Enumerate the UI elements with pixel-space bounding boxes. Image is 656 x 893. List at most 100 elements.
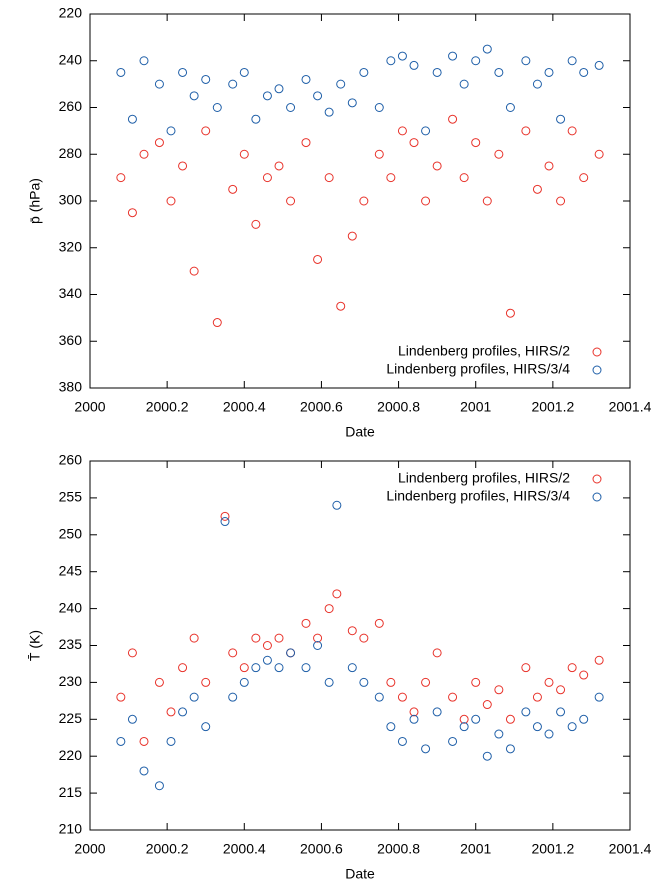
point [324,677,334,687]
point [421,196,431,206]
point [471,56,481,66]
point [432,161,442,171]
point [579,173,589,183]
point [189,692,199,702]
point [189,91,199,101]
point [189,266,199,276]
point [448,736,458,746]
point [459,173,469,183]
point [482,196,492,206]
point [178,161,188,171]
point [301,74,311,84]
x-tick-label: 2001.4 [609,399,652,415]
point [567,663,577,673]
point [332,589,342,599]
point [482,44,492,54]
point [494,685,504,695]
point [459,714,469,724]
point [374,103,384,112]
point [374,618,384,628]
point [459,79,469,89]
point [532,722,542,732]
point [409,138,419,148]
point [459,722,469,732]
point [482,751,492,761]
point [505,714,515,724]
x-tick-label: 2000 [74,841,105,857]
point [532,79,542,89]
x-tick-label: 2001 [460,841,491,857]
point [336,79,346,89]
point [301,138,311,148]
point [556,114,566,124]
legend-marker [592,492,602,502]
point [359,67,369,77]
point [359,677,369,687]
x-axis-label: Date [345,866,375,882]
point [274,663,284,673]
point [116,692,126,702]
point [178,707,188,717]
x-tick-label: 2000.2 [146,841,189,857]
point [212,318,222,328]
point [347,663,357,673]
point [251,633,261,643]
point [262,173,272,183]
point [494,729,504,739]
point [471,677,481,687]
point [505,308,515,318]
y-tick-label: 255 [59,489,83,505]
point [397,51,407,61]
point [178,663,188,673]
y-tick-label: 220 [59,747,83,763]
x-tick-label: 2000.8 [377,399,420,415]
y-tick-label: 245 [59,562,83,578]
legend-label: Lindenberg profiles, HIRS/2 [398,343,570,359]
point [228,79,238,89]
point [397,736,407,746]
legend-label: Lindenberg profiles, HIRS/3/4 [386,361,570,377]
point [336,301,346,311]
point [448,692,458,702]
point [397,692,407,702]
point [324,107,334,117]
point [201,126,211,136]
point [139,766,149,776]
point [262,641,272,650]
point [374,149,384,159]
point [201,74,211,84]
legend-marker [592,347,602,357]
point [189,633,199,643]
y-tick-label: 320 [59,238,83,254]
point [262,655,272,665]
point [482,700,492,710]
point [594,655,604,665]
point [505,103,515,112]
point [154,79,164,89]
point [313,91,323,101]
x-tick-label: 2000.8 [377,841,420,857]
point [116,67,126,77]
x-tick-label: 2001.4 [609,841,652,857]
point [544,729,554,739]
point [432,648,442,658]
point [286,648,296,658]
point [567,56,577,66]
legend-label: Lindenberg profiles, HIRS/3/4 [386,488,570,504]
point [386,677,396,687]
point [274,161,284,171]
point [409,60,419,70]
x-tick-label: 2001.2 [531,399,574,415]
y-tick-label: 260 [59,98,83,114]
point [579,714,589,724]
y-axis-label: T̄ (K) [27,630,43,661]
point [274,633,284,643]
point [154,781,164,791]
point [239,677,249,687]
point [274,84,284,94]
point [421,677,431,687]
point [579,67,589,77]
point [324,604,334,614]
point [409,714,419,724]
point [166,707,176,717]
